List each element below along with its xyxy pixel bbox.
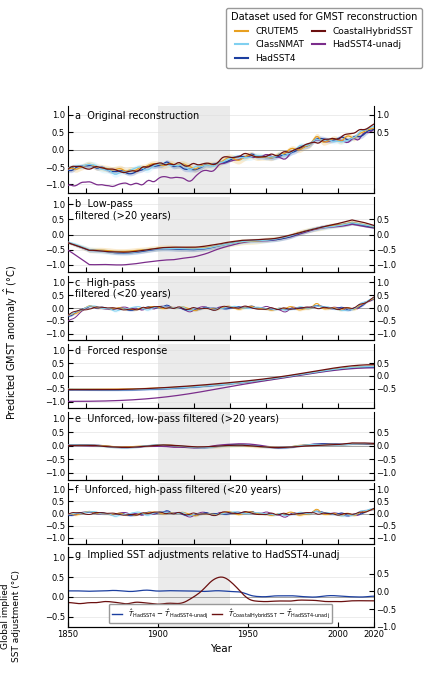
Bar [158,197,230,273]
Legend: $\hat{T}_{\rm HadSST4}$ $-$ $\hat{T}_{\rm HadSST4\text{-}unadj}$, $\hat{T}_{\rm : $\hat{T}_{\rm HadSST4}$ $-$ $\hat{T}_{\r… [109,604,333,623]
Text: c  High-pass
filtered (<20 years): c High-pass filtered (<20 years) [75,278,171,299]
Legend: CRUTEM5, ClassNMAT, HadSST4, CoastalHybridSST, HadSST4-unadj: CRUTEM5, ClassNMAT, HadSST4, CoastalHybr… [226,8,422,68]
Bar [158,484,230,544]
Text: d  Forced response: d Forced response [75,346,168,356]
Bar [158,106,230,193]
Bar [158,344,230,408]
Bar [158,276,230,340]
Text: g  Implied SST adjustments relative to HadSST4-unadj: g Implied SST adjustments relative to Ha… [75,550,340,560]
Text: f  Unforced, high-pass filtered (<20 years): f Unforced, high-pass filtered (<20 year… [75,485,281,495]
Text: Global implied
SST adjustment (°C): Global implied SST adjustment (°C) [1,571,21,662]
Bar [158,547,230,627]
Text: b  Low-pass
filtered (>20 years): b Low-pass filtered (>20 years) [75,199,171,221]
X-axis label: Year: Year [210,644,232,654]
Text: a  Original reconstruction: a Original reconstruction [75,112,200,121]
Text: e  Unforced, low-pass filtered (>20 years): e Unforced, low-pass filtered (>20 years… [75,414,279,424]
Text: Predicted GMST anomaly $\hat{T}$ (°C): Predicted GMST anomaly $\hat{T}$ (°C) [2,265,20,420]
Bar [158,412,230,480]
